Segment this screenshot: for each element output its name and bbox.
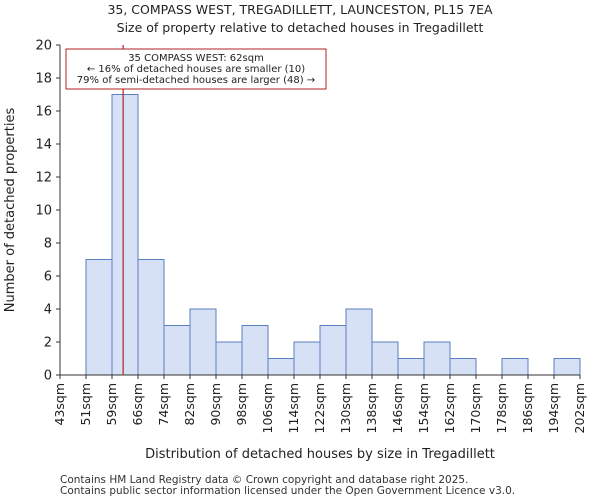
y-tick-label-2: 2 bbox=[44, 336, 52, 351]
bar-59sqm bbox=[111, 94, 139, 376]
annotation-line-1: 35 COMPASS WEST: 62sqm bbox=[128, 53, 264, 64]
x-tick-label-114sqm: 114sqm bbox=[286, 383, 301, 433]
annotation-box bbox=[65, 48, 327, 90]
bar-74sqm bbox=[163, 325, 191, 376]
bar-114sqm bbox=[293, 341, 321, 376]
bar-66sqm bbox=[137, 259, 165, 376]
x-tick-label-170sqm: 170sqm bbox=[468, 383, 483, 433]
x-tick-label-74sqm: 74sqm bbox=[156, 383, 171, 426]
bar-98sqm bbox=[241, 325, 269, 376]
x-tick-label-186sqm: 186sqm bbox=[520, 383, 535, 433]
bar-162sqm bbox=[449, 358, 477, 376]
y-tick-label-8: 8 bbox=[44, 237, 52, 252]
x-tick-label-59sqm: 59sqm bbox=[104, 383, 119, 426]
x-tick-label-202sqm: 202sqm bbox=[572, 383, 587, 433]
y-tick-label-14: 14 bbox=[35, 138, 52, 153]
bar-122sqm bbox=[319, 325, 347, 376]
y-tick-label-6: 6 bbox=[44, 270, 52, 285]
y-tick-label-4: 4 bbox=[44, 303, 52, 318]
x-axis-label: Distribution of detached houses by size … bbox=[145, 447, 495, 462]
x-tick-label-98sqm: 98sqm bbox=[234, 383, 249, 426]
x-tick-label-146sqm: 146sqm bbox=[390, 383, 405, 433]
bar-106sqm bbox=[267, 358, 295, 376]
x-tick-label-154sqm: 154sqm bbox=[416, 383, 431, 433]
x-tick-label-130sqm: 130sqm bbox=[338, 383, 353, 433]
bar-90sqm bbox=[215, 341, 243, 376]
bar-82sqm bbox=[189, 308, 217, 376]
x-tick-label-43sqm: 43sqm bbox=[52, 383, 67, 426]
bar-130sqm bbox=[345, 308, 373, 376]
y-tick-label-0: 0 bbox=[44, 369, 52, 384]
bar-51sqm bbox=[85, 259, 113, 376]
chart-title-line1: 35, COMPASS WEST, TREGADILLETT, LAUNCEST… bbox=[107, 2, 493, 17]
x-tick-label-162sqm: 162sqm bbox=[442, 383, 457, 433]
footer-copyright: Contains HM Land Registry data © Crown c… bbox=[60, 474, 469, 486]
y-tick-label-16: 16 bbox=[35, 105, 52, 120]
bar-178sqm bbox=[501, 358, 529, 376]
footer-licence: Contains public sector information licen… bbox=[60, 485, 516, 497]
bar-146sqm bbox=[397, 358, 425, 376]
y-tick-label-12: 12 bbox=[35, 171, 52, 186]
x-tick-label-178sqm: 178sqm bbox=[494, 383, 509, 433]
bar-138sqm bbox=[371, 341, 399, 376]
bar-154sqm bbox=[423, 341, 451, 376]
x-tick-label-90sqm: 90sqm bbox=[208, 383, 223, 426]
bar-194sqm bbox=[553, 358, 581, 376]
y-tick-label-10: 10 bbox=[35, 204, 52, 219]
x-tick-label-138sqm: 138sqm bbox=[364, 383, 379, 433]
x-tick-label-194sqm: 194sqm bbox=[546, 383, 561, 433]
annotation-line-2: ← 16% of detached houses are smaller (10… bbox=[87, 64, 305, 75]
x-tick-label-122sqm: 122sqm bbox=[312, 383, 327, 433]
annotation-line-3: 79% of semi-detached houses are larger (… bbox=[77, 75, 315, 86]
x-tick-label-82sqm: 82sqm bbox=[182, 383, 197, 426]
y-tick-label-18: 18 bbox=[35, 72, 52, 87]
y-tick-label-20: 20 bbox=[35, 39, 52, 54]
x-tick-label-66sqm: 66sqm bbox=[130, 383, 145, 426]
x-tick-label-51sqm: 51sqm bbox=[78, 383, 93, 426]
x-tick-label-106sqm: 106sqm bbox=[260, 383, 275, 433]
chart-title-line2: Size of property relative to detached ho… bbox=[116, 20, 484, 35]
y-axis-label: Number of detached properties bbox=[3, 108, 18, 313]
